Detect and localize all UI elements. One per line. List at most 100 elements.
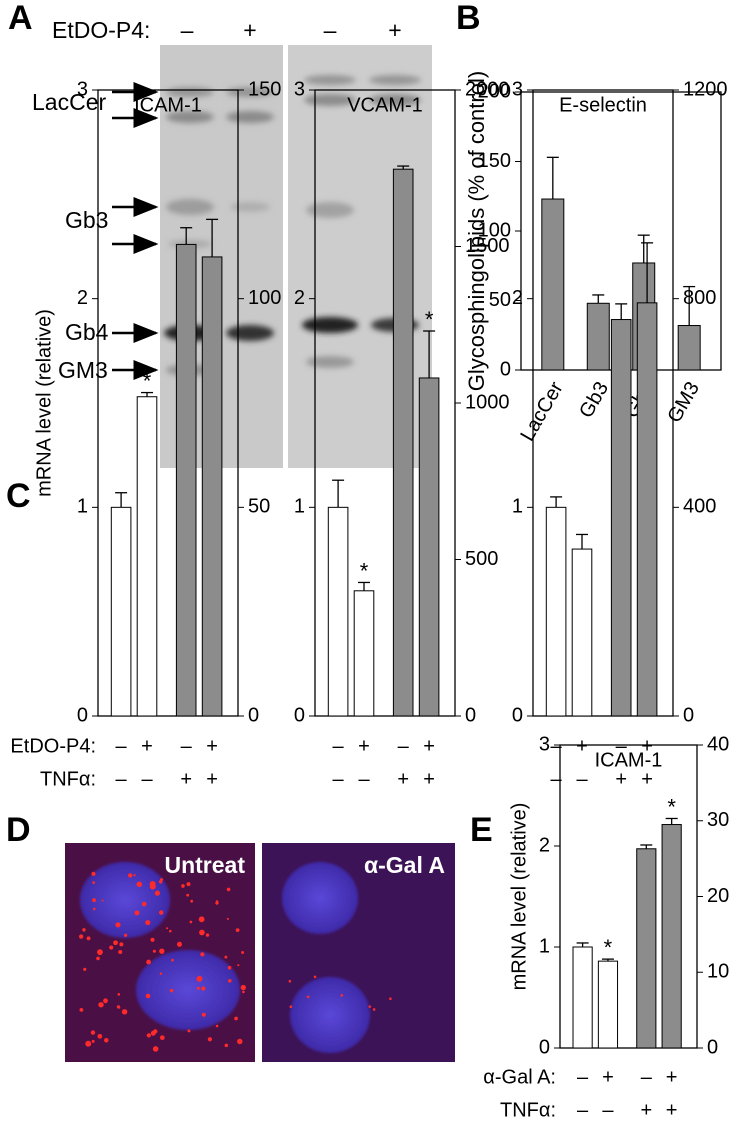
y2-tick-label: 40 (707, 733, 729, 755)
puncta (198, 916, 205, 923)
puncta (97, 949, 103, 956)
condition-sign: – (641, 1066, 653, 1088)
condition-sign: + (666, 1066, 678, 1088)
puncta (372, 1008, 376, 1011)
puncta (149, 881, 156, 887)
puncta (189, 920, 193, 924)
panel-label: B (456, 0, 481, 37)
puncta (141, 901, 147, 907)
puncta (117, 992, 121, 996)
condition-sign: – (577, 1066, 589, 1088)
y2-tick-label: 10 (707, 961, 729, 983)
plot-frame (97, 89, 239, 717)
y2-tick-label: 30 (707, 809, 729, 831)
y-tick-label: 0 (512, 704, 523, 726)
puncta (389, 997, 392, 1001)
puncta (123, 933, 128, 937)
bar (353, 590, 375, 717)
y-tick-label: 2 (77, 287, 88, 309)
bar (392, 168, 414, 717)
y2-tick-label: 1500 (465, 235, 510, 257)
gel-header: EtDO-P4: (52, 17, 150, 43)
condition-sign: + (423, 735, 435, 757)
condition-sign: – (333, 735, 345, 757)
puncta (205, 933, 210, 937)
condition-sign: – (551, 735, 563, 757)
condition-label: TNFα: (40, 768, 96, 790)
puncta (168, 929, 172, 933)
panel-label: D (6, 811, 31, 849)
y-tick-label: 2 (539, 834, 550, 856)
condition-sign: + (576, 735, 588, 757)
micrograph-label: Untreat (164, 852, 245, 878)
puncta (150, 937, 155, 942)
y-tick-label: 0 (294, 704, 305, 726)
y-tick-label: 1 (512, 496, 523, 518)
puncta (176, 941, 183, 947)
puncta (119, 942, 124, 947)
y-tick-label: 2 (294, 287, 305, 309)
puncta (242, 990, 245, 994)
y2-tick-label: 0 (248, 704, 259, 726)
puncta (150, 1030, 156, 1036)
significance-mark: * (604, 935, 613, 960)
puncta (235, 928, 240, 932)
puncta (224, 955, 228, 959)
condition-sign: + (423, 768, 435, 790)
puncta (98, 1002, 104, 1008)
y-axis-label: Glycosphingolipids (% of control) (464, 71, 489, 391)
condition-sign: + (641, 735, 653, 757)
puncta (241, 950, 245, 954)
lane-sign: + (388, 17, 401, 43)
condition-sign: – (602, 1099, 614, 1121)
band-arrows (112, 82, 159, 380)
bar (418, 377, 440, 717)
condition-sign: + (666, 1099, 678, 1121)
puncta (152, 949, 156, 953)
puncta (226, 917, 229, 920)
y2-tick-label: 100 (248, 287, 281, 309)
x-tick-label: Gb3 (575, 378, 613, 422)
condition-sign: – (577, 1099, 589, 1121)
puncta (86, 936, 91, 941)
band-label: GM3 (58, 357, 108, 383)
puncta (186, 882, 191, 887)
micrograph (65, 843, 455, 1062)
bar (677, 325, 701, 371)
y-tick-label: 0 (500, 358, 511, 380)
puncta (127, 873, 133, 878)
y-tick-label: 150 (478, 150, 511, 172)
bar (571, 548, 593, 717)
puncta (186, 893, 190, 897)
puncta (159, 948, 165, 954)
panel-label: E (470, 811, 493, 849)
y-tick-label: 1 (294, 496, 305, 518)
puncta (215, 901, 219, 905)
puncta (215, 1024, 219, 1028)
puncta (207, 1037, 212, 1042)
puncta (154, 890, 160, 896)
y2-tick-label: 1200 (683, 78, 728, 100)
condition-sign: + (615, 768, 627, 790)
lane-sign: + (243, 17, 256, 43)
condition-sign: + (641, 768, 653, 790)
condition-label: EtDO-P4: (10, 735, 96, 757)
lane-sign: – (324, 17, 337, 43)
puncta (201, 986, 206, 991)
y2-tick-label: 500 (465, 548, 498, 570)
y-tick-label: 3 (294, 78, 305, 100)
band-label: Gb4 (65, 319, 109, 345)
y2-tick-label: 1000 (465, 391, 510, 413)
significance-mark: * (143, 368, 152, 393)
y-tick-label: 3 (77, 78, 88, 100)
condition-sign: – (358, 768, 370, 790)
y2-tick-label: 800 (683, 287, 716, 309)
puncta (78, 934, 84, 939)
puncta (226, 887, 231, 892)
bar (541, 198, 565, 371)
bar (597, 960, 619, 1049)
puncta (91, 1039, 95, 1043)
significance-mark: * (425, 307, 434, 332)
puncta (96, 956, 100, 961)
